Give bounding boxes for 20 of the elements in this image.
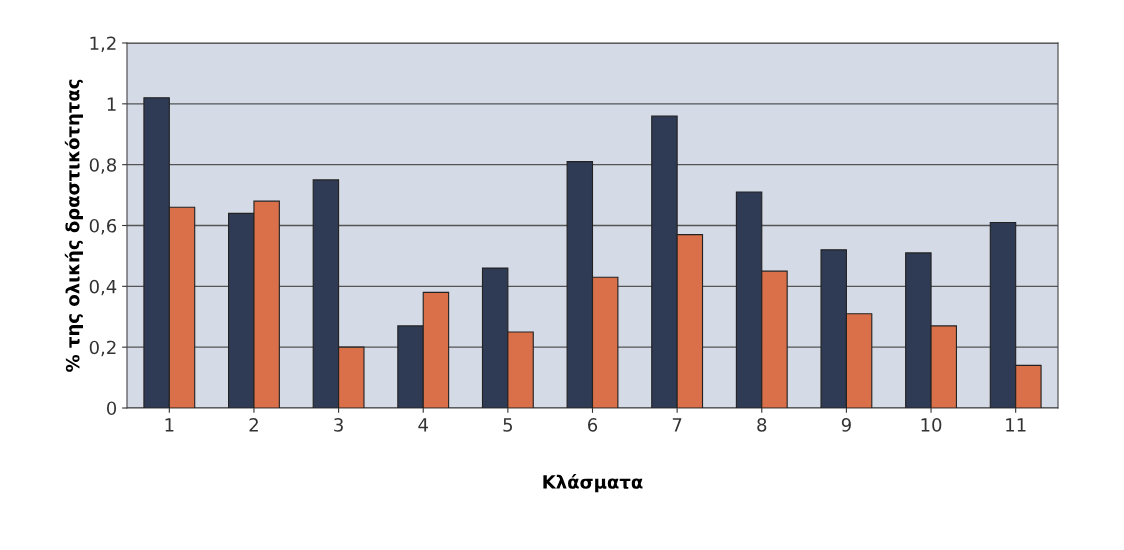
x-tick-label: 3	[334, 418, 343, 432]
y-tick-label: 1	[107, 97, 116, 111]
y-tick-label: 0,2	[89, 340, 116, 357]
y-tick-label: 0	[106, 401, 117, 416]
x-tick-label: 1	[165, 418, 174, 432]
y-tick-label: 0,4	[89, 279, 117, 296]
x-tick-label: 9	[841, 418, 851, 432]
y-tick-label: 0,6	[89, 218, 117, 235]
x-tick-label: 4	[418, 418, 428, 432]
x-tick-label: 6	[588, 418, 598, 432]
x-tick-label: 2	[249, 418, 258, 432]
y-axis-title: % της ολικής δραστικότητας	[64, 79, 84, 372]
y-tick-label: 1,2	[90, 36, 116, 52]
x-tick-label: 8	[757, 418, 767, 432]
y-tick-label: 0,8	[89, 158, 117, 174]
x-tick-label: 10	[921, 418, 942, 432]
x-tick-label: 5	[503, 418, 513, 432]
x-tick-label: 11	[1006, 418, 1026, 432]
x-tick-label: 7	[672, 418, 682, 432]
x-axis-title: Κλάσματα	[543, 474, 643, 493]
